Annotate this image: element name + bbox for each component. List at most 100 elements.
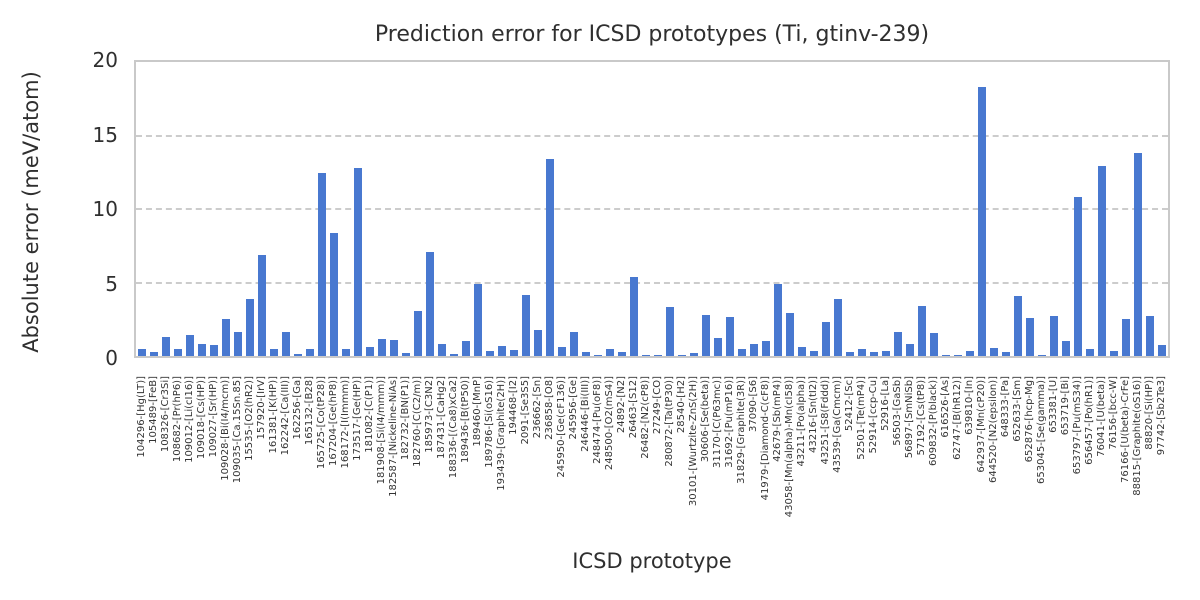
- bar: [582, 351, 590, 356]
- bar: [1146, 316, 1154, 356]
- bar: [630, 276, 638, 356]
- plot-area: [134, 60, 1170, 358]
- x-tick-label: 182760-[C(C2/m)]: [412, 376, 423, 467]
- x-tick-label: 189786-[Si(oS16)]: [484, 376, 495, 468]
- bar: [522, 295, 530, 356]
- x-tick-label: 194468-[I2]: [508, 376, 519, 435]
- bar: [1074, 196, 1082, 356]
- x-tick-label: 181908-[Si(I4/mmm)]: [376, 376, 387, 485]
- x-tick-labels: 104296-[Hg(LT)] 105489-[FeB] 108326-[Cr3Si…: [136, 376, 1168, 548]
- chart-title: Prediction error for ICSD prototypes (Ti…: [374, 22, 930, 47]
- bar: [306, 348, 314, 356]
- bar: [1038, 354, 1046, 356]
- x-tick-label: 185973-[C3N2]: [424, 376, 435, 453]
- x-tick-label: 181082-[C(P1)]: [364, 376, 375, 453]
- bar: [894, 331, 902, 356]
- x-tick-label: 109035-[Ca.15Sn.85]: [232, 376, 243, 484]
- bar: [1134, 153, 1142, 356]
- x-tick-label: 236662-[Sn]: [532, 376, 543, 439]
- bar: [642, 355, 650, 356]
- bar: [870, 352, 878, 356]
- x-tick-label: 616526-[As]: [940, 376, 951, 438]
- bar: [546, 159, 554, 356]
- bar: [438, 344, 446, 356]
- x-tick-label: 609832-[P(black)]: [928, 376, 939, 466]
- x-tick-label: 280872-[Ta(tP30)]: [664, 376, 675, 467]
- bar: [822, 322, 830, 356]
- bar: [474, 283, 482, 356]
- x-tick-label: 62747-[B(hR12)]: [952, 376, 963, 460]
- x-tick-label: 653797-[Pu(mS34)]: [1072, 376, 1083, 475]
- bar: [318, 173, 326, 356]
- bar: [750, 343, 758, 356]
- x-tick-label: 648333-[Pa]: [1000, 376, 1011, 438]
- bar: [786, 312, 794, 356]
- x-tick-label: 236858-[O8]: [544, 376, 555, 440]
- x-tick-label: 97742-[Sb2Te3]: [1156, 376, 1167, 456]
- bar: [1086, 348, 1094, 356]
- x-tick-label: 248474-[Pu(oF8)]: [592, 376, 603, 464]
- bar: [798, 347, 806, 356]
- x-tick-label: 193439-[Graphite(2H)]: [496, 376, 507, 491]
- x-tick-label: 109027-[Sr(HP)]: [208, 376, 219, 458]
- bar: [714, 337, 722, 356]
- bar: [810, 350, 818, 356]
- y-tick-label: 15: [92, 122, 118, 147]
- x-tick-label: 653719-[Bi]: [1060, 376, 1071, 436]
- x-tick-label: 245950-[Ge(cF136)]: [556, 376, 567, 478]
- bar: [762, 340, 770, 356]
- x-tick-label: 165725-[Co(tP28)]: [316, 376, 327, 470]
- x-tick-label: 109018-[Cs(HP)]: [196, 376, 207, 460]
- x-tick-label: 109028-[Bi(I4/mcm)]: [220, 376, 231, 481]
- x-tick-label: 644520-[N2(epsilon)]: [988, 376, 999, 483]
- bar: [918, 306, 926, 356]
- x-tick-label: 182587-[Nickeline-NiAs]: [388, 376, 399, 497]
- bar: [978, 87, 986, 356]
- x-tick-label: 245956-[Ge]: [568, 376, 579, 440]
- x-tick-label: 52501-[Te(mP4)]: [856, 376, 867, 460]
- x-tick-label: 656457-[Po(hR1)]: [1084, 376, 1095, 465]
- bar: [1014, 296, 1022, 356]
- bar: [738, 348, 746, 356]
- bar: [954, 355, 962, 356]
- bar: [150, 352, 158, 356]
- x-tick-label: 187431-[CaHg2]: [436, 376, 447, 459]
- bar: [426, 252, 434, 356]
- x-tick-label: 43058-[Mn(alpha)-Mn(cI58)]: [784, 376, 795, 518]
- bar: [222, 318, 230, 356]
- gridline: [136, 134, 1168, 137]
- x-tick-label: 30101-[Wurtzite-ZnS(2H)]: [688, 376, 699, 507]
- bar: [666, 306, 674, 356]
- bar: [354, 167, 362, 356]
- x-tick-label: 31829-[Graphite(3R)]: [736, 376, 747, 484]
- bar: [186, 334, 194, 356]
- x-tick-label: 104296-[Hg(LT)]: [136, 376, 147, 458]
- bar: [594, 354, 602, 356]
- bar: [654, 354, 662, 356]
- x-tick-label: 161381-[K(HP)]: [268, 376, 279, 454]
- bar: [174, 349, 182, 356]
- bar: [378, 339, 386, 356]
- bar: [1002, 351, 1010, 356]
- bar: [1050, 316, 1058, 356]
- x-tick-label: 15535-[O2(hR2)]: [244, 376, 255, 461]
- x-tick-label: 189436-[B(tP50)]: [460, 376, 471, 463]
- bar: [618, 352, 626, 356]
- x-tick-label: 43251-[S8(Fddd)]: [820, 376, 831, 465]
- bar: [162, 336, 170, 356]
- bar: [462, 341, 470, 356]
- x-tick-label: 88820-[Si(HP)]: [1144, 376, 1155, 450]
- x-tick-label: 165132-[B28]: [304, 376, 315, 446]
- bar: [246, 299, 254, 356]
- bar: [342, 349, 350, 356]
- bar: [366, 347, 374, 356]
- y-tick-label: 5: [105, 271, 118, 296]
- bar: [966, 350, 974, 356]
- x-tick-label: 639810-[In]: [964, 376, 975, 435]
- x-axis-label: ICSD prototype: [572, 549, 732, 573]
- x-tick-label: 56503-[GaSb]: [892, 376, 903, 446]
- y-tick-label: 0: [105, 346, 118, 370]
- x-tick-label: 168172-[I(Immm)]: [340, 376, 351, 469]
- x-tick-label: 109012-[Li(cI16)]: [184, 376, 195, 463]
- bar: [450, 353, 458, 356]
